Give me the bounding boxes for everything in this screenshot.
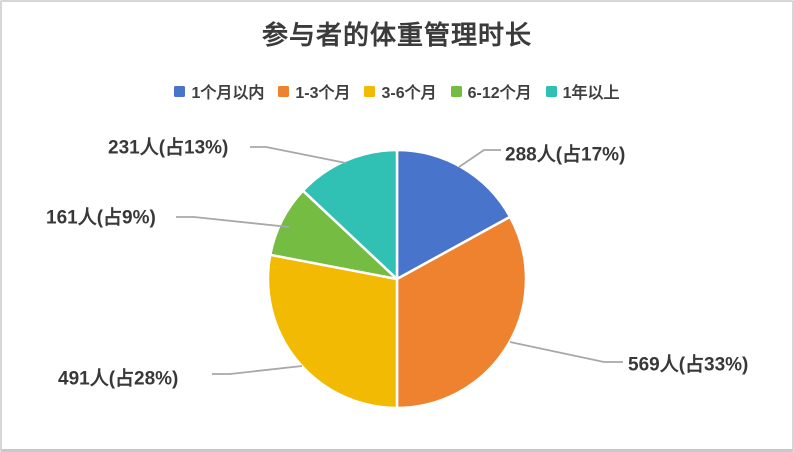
legend-item-2: 3-6个月 [364,79,437,103]
pie-slice-4 [301,148,399,281]
legend-item-label: 1个月以内 [191,85,265,102]
pie-slice-1 [395,215,528,410]
legend-marker-icon [545,85,557,97]
legend-marker-icon [364,85,376,97]
chart-title: 参与者的体重管理时长 [261,20,532,50]
leader-line-4 [250,146,347,164]
legend-marker-icon [450,85,462,97]
data-label-3-6-months: 491人(占28%) [58,368,179,390]
pie-slice-2 [266,253,399,410]
legend-item-label: 1年以上 [562,85,620,102]
legend-item-0: 1个月以内 [174,79,264,103]
legend-item-label: 3-6个月 [381,85,437,102]
data-label-over-1-year: 231人(占13%) [108,137,229,159]
leader-line-3 [176,216,290,228]
legend-item-1: 1-3个月 [278,79,350,103]
legend-item-label: 6-12个月 [467,85,532,102]
leader-line-1 [509,341,623,363]
leader-line-0 [458,149,501,168]
pie-slice-3 [269,189,399,281]
legend-marker-icon [174,85,186,97]
pie-slice-0 [395,148,512,281]
legend-item-4: 1年以上 [545,79,620,103]
legend-item-label: 1-3个月 [295,85,351,102]
data-label-under-1-month: 288人(占17%) [505,144,626,166]
legend-marker-icon [278,85,290,97]
leader-line-2 [212,365,303,375]
legend: 1个月以内 1-3个月 3-6个月 6-12个月 1年以上 [2,79,792,103]
data-label-6-12-months: 161人(占9%) [46,207,156,229]
data-label-1-3-months: 569人(占33%) [628,354,749,376]
legend-item-3: 6-12个月 [450,79,532,103]
